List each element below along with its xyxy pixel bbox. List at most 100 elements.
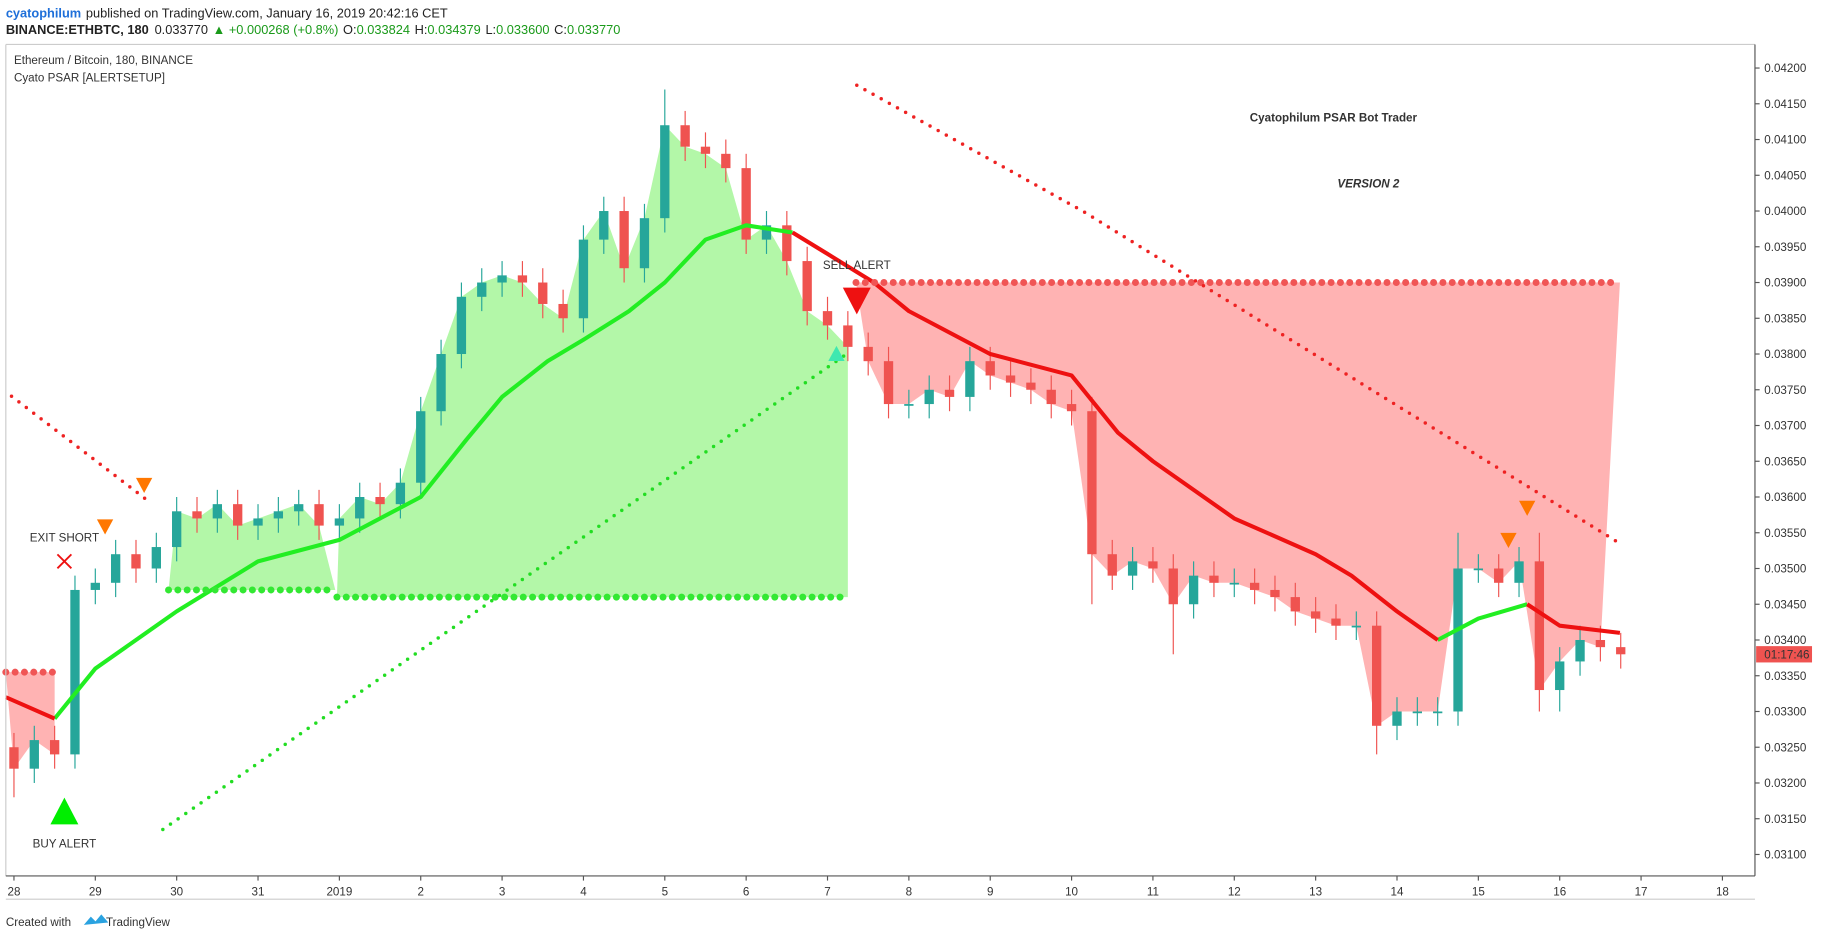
candle-body bbox=[1168, 568, 1178, 605]
x-tick-label: 10 bbox=[1065, 886, 1078, 899]
candle-body bbox=[1026, 382, 1036, 390]
y-tick-label: 0.03150 bbox=[1764, 813, 1807, 826]
x-tick-label: 13 bbox=[1309, 886, 1322, 899]
candle-body bbox=[802, 261, 812, 312]
candle-body bbox=[110, 554, 121, 583]
candle-body bbox=[985, 361, 995, 376]
x-tick-label: 9 bbox=[987, 886, 993, 899]
x-tick-label: 16 bbox=[1553, 886, 1566, 899]
psar-trail bbox=[161, 353, 847, 832]
candle-body bbox=[70, 589, 80, 755]
candle-body bbox=[965, 361, 975, 397]
candle-body bbox=[660, 125, 670, 219]
x-tick-label: 29 bbox=[89, 886, 102, 899]
y-tick-label: 0.03100 bbox=[1764, 849, 1807, 862]
y-tick-label: 0.03850 bbox=[1764, 312, 1807, 325]
candle-body bbox=[416, 411, 426, 483]
high: 0.034379 bbox=[427, 22, 480, 37]
candle-body bbox=[1412, 711, 1422, 714]
candle-body bbox=[1209, 575, 1219, 583]
close: 0.033770 bbox=[567, 22, 620, 37]
header-line: cyatophilum published on TradingView.com,… bbox=[6, 6, 448, 21]
candle-body bbox=[1372, 625, 1382, 726]
candle-body bbox=[1046, 389, 1056, 405]
candle-body bbox=[131, 554, 141, 569]
candle-body bbox=[822, 311, 833, 326]
y-tick-label: 0.03750 bbox=[1764, 384, 1807, 397]
symbol-line: BINANCE:ETHBTC, 180 0.033770 ▲ +0.000268 (… bbox=[6, 22, 621, 37]
candle-body bbox=[1310, 611, 1321, 619]
candle-body bbox=[29, 740, 39, 769]
candle-body bbox=[639, 218, 650, 269]
x-tick-label: 6 bbox=[743, 886, 749, 899]
candle-body bbox=[1148, 561, 1158, 569]
x-tick-label: 17 bbox=[1635, 886, 1648, 899]
exit-label: EXIT SHORT bbox=[30, 532, 99, 545]
change: ▲ +0.000268 (+0.8%) bbox=[213, 22, 339, 37]
footer-created: Created with bbox=[6, 916, 71, 929]
candle-body bbox=[1229, 582, 1239, 585]
candle-body bbox=[843, 325, 853, 347]
candle-body bbox=[721, 153, 731, 169]
y-tick-label: 0.03200 bbox=[1764, 777, 1807, 790]
candle-body bbox=[49, 740, 60, 755]
candle-body bbox=[172, 511, 182, 548]
candle-body bbox=[741, 168, 751, 240]
y-tick-label: 0.03450 bbox=[1764, 598, 1807, 611]
candle-body bbox=[1392, 711, 1402, 726]
buy-label: BUY ALERT bbox=[33, 838, 97, 851]
candle-body bbox=[1534, 561, 1545, 691]
y-tick-label: 0.04150 bbox=[1764, 98, 1807, 111]
candle-body bbox=[151, 547, 161, 569]
candle-body bbox=[1066, 404, 1077, 412]
buy-marker bbox=[50, 797, 79, 825]
candle-body bbox=[375, 497, 385, 505]
indicator-name: Cyato PSAR [ALERTSETUP] bbox=[14, 72, 165, 85]
psar-trail bbox=[9, 394, 154, 506]
candle-body bbox=[1107, 554, 1117, 576]
candle-body bbox=[924, 389, 934, 405]
author[interactable]: cyatophilum bbox=[6, 6, 81, 21]
y-tick-label: 0.04100 bbox=[1764, 134, 1807, 147]
candle-body bbox=[497, 275, 507, 283]
published: published on TradingView.com, January 16… bbox=[86, 6, 448, 21]
sell-label: SELL ALERT bbox=[823, 259, 891, 272]
y-tick-label: 0.03950 bbox=[1764, 241, 1807, 254]
candle-body bbox=[314, 504, 324, 526]
candle-body bbox=[212, 504, 223, 519]
candle-body bbox=[1555, 661, 1565, 691]
h-label: H: bbox=[415, 22, 428, 37]
x-tick-label: 2019 bbox=[326, 886, 352, 899]
exit-marker bbox=[56, 553, 73, 569]
x-tick-label: 12 bbox=[1228, 886, 1241, 899]
candle-body bbox=[1270, 589, 1280, 598]
x-tick-label: 2 bbox=[418, 886, 424, 899]
brand-logo bbox=[83, 914, 109, 925]
candle-body bbox=[517, 275, 528, 283]
signal-marker bbox=[135, 477, 153, 494]
candle-body bbox=[436, 354, 446, 412]
candle-body bbox=[883, 361, 894, 405]
x-tick-label: 18 bbox=[1716, 886, 1729, 899]
candle-body bbox=[680, 125, 690, 147]
candle-body bbox=[1473, 568, 1484, 571]
symbol: BINANCE:ETHBTC, 180 bbox=[6, 22, 149, 37]
plot-area: BUY ALERT EXIT SHORT SELL ALERT bbox=[2, 83, 1626, 851]
y-tick-label: 0.03650 bbox=[1764, 455, 1807, 468]
candle-body bbox=[944, 389, 955, 397]
footer-brand[interactable]: TradingView bbox=[106, 916, 171, 929]
candle-body bbox=[1453, 568, 1463, 712]
candle-body bbox=[355, 497, 365, 519]
time-tag: 01:17:46 bbox=[1764, 648, 1809, 661]
candle-body bbox=[192, 511, 202, 519]
candle-body bbox=[538, 282, 548, 304]
price-tag bbox=[1756, 646, 1813, 663]
y-tick-label: 0.03700 bbox=[1764, 420, 1807, 433]
candle-body bbox=[761, 225, 772, 240]
signal-marker bbox=[1519, 500, 1536, 516]
candle-body bbox=[9, 747, 19, 769]
y-tick-label: 0.03400 bbox=[1764, 634, 1807, 647]
stop-fill bbox=[168, 504, 336, 590]
x-tick-label: 31 bbox=[252, 886, 265, 899]
